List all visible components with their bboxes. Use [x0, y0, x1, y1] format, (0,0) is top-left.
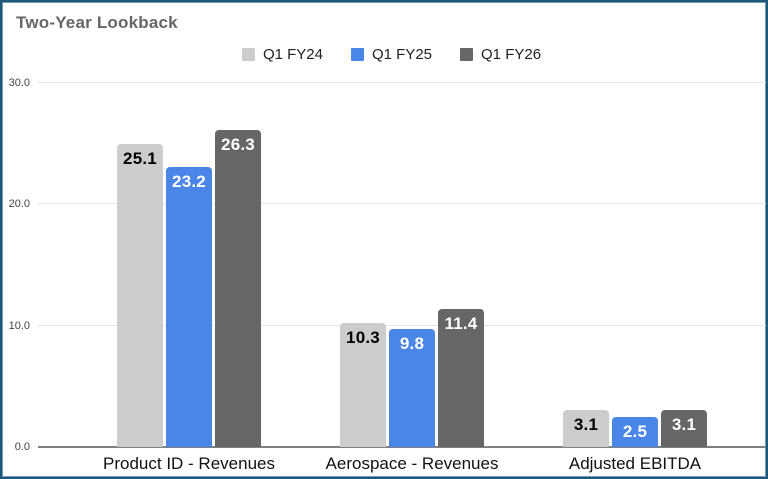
legend-label: Q1 FY26: [481, 46, 542, 63]
bar: 11.4: [438, 309, 484, 447]
gridline: [38, 82, 766, 83]
gridline: [38, 324, 766, 326]
legend-swatch-icon: [350, 48, 364, 61]
category-label: Product ID - Revenues: [103, 454, 275, 473]
x-axis-line: [38, 446, 766, 448]
bar-value-label: 2.5: [622, 422, 648, 441]
bar-group: 3.1 2.5 3.1: [563, 410, 707, 447]
plot-area: 0.0 10.0 20.0 30.0 25.1 23.2 26.3 Product ID - …: [9, 77, 766, 473]
legend-label: Q1 FY24: [262, 46, 323, 63]
legend-item: Q1 FY24: [241, 46, 323, 63]
bar: 3.1: [661, 410, 707, 447]
legend-item: Q1 FY25: [350, 46, 433, 63]
bar-value-label: 9.8: [399, 334, 425, 353]
bar: 26.3: [215, 130, 261, 447]
y-axis-tick-label: 30.0: [8, 77, 30, 89]
bar-value-label: 23.2: [172, 172, 206, 191]
bar: 10.3: [340, 323, 386, 447]
chart-title: Two-Year Lookback: [16, 13, 178, 32]
bar-value-label: 3.1: [671, 415, 697, 434]
category-label: Aerospace - Revenues: [325, 454, 499, 473]
bar-value-label: 26.3: [221, 135, 255, 154]
bar: 2.5: [612, 417, 658, 447]
bar-value-label: 25.1: [123, 149, 157, 168]
bar-group: 10.3 9.8 11.4: [340, 309, 484, 447]
bar-value-label: 10.3: [346, 328, 380, 347]
legend: Q1 FY24 Q1 FY25 Q1 FY26: [38, 46, 745, 63]
bar: 23.2: [166, 167, 212, 447]
bar: 3.1: [563, 410, 609, 447]
legend-label: Q1 FY25: [371, 46, 433, 63]
category-label: Adjusted EBITDA: [568, 454, 702, 473]
y-axis-tick-label: 0.0: [14, 441, 30, 453]
gridline: [38, 203, 766, 205]
y-axis-tick-label: 20.0: [8, 198, 30, 211]
legend-swatch-icon: [460, 48, 474, 61]
bar-value-label: 11.4: [444, 314, 478, 333]
bar-group: 25.1 23.2 26.3: [117, 130, 261, 447]
bar: 25.1: [117, 144, 163, 447]
legend-item: Q1 FY26: [460, 46, 541, 63]
bar-value-label: 3.1: [573, 415, 599, 434]
y-axis-tick-label: 10.0: [8, 319, 30, 332]
bar: 9.8: [389, 329, 435, 447]
legend-swatch-icon: [241, 48, 255, 61]
